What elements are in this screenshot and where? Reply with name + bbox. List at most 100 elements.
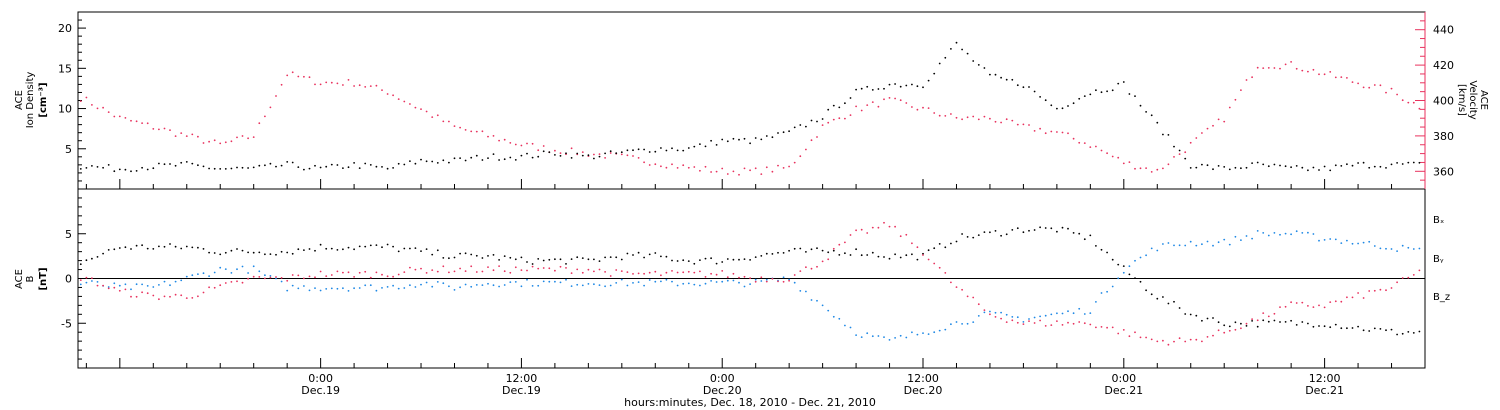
by-point: [191, 274, 194, 277]
bx-point: [503, 255, 506, 257]
bx-point: [1039, 226, 1041, 229]
bz-point: [1122, 329, 1125, 331]
bz-point: [342, 271, 344, 274]
by-point: [1089, 312, 1092, 314]
density-point: [565, 152, 567, 155]
bx-point: [1307, 322, 1309, 325]
bx-point: [1095, 245, 1097, 247]
by-point: [308, 289, 311, 292]
density-point: [676, 149, 679, 152]
bx-point: [264, 253, 266, 256]
bx-point: [1245, 325, 1248, 327]
bx-point: [615, 256, 618, 259]
bz-point: [576, 268, 579, 271]
density-point: [1379, 165, 1382, 168]
velocity-point: [197, 135, 199, 138]
velocity-point: [721, 167, 724, 170]
density-point: [347, 166, 350, 169]
density-point: [1273, 163, 1276, 166]
velocity-point: [682, 164, 685, 167]
bz-point: [548, 267, 551, 270]
bx-point: [1083, 238, 1086, 241]
bx-point: [1329, 326, 1332, 329]
by-point: [79, 283, 82, 286]
by-point: [827, 309, 830, 312]
by-point: [671, 280, 673, 283]
by-point: [1228, 243, 1231, 246]
bx-point: [436, 249, 439, 252]
by-point: [950, 323, 952, 326]
by-point: [1005, 313, 1008, 316]
density-point: [191, 162, 194, 165]
bx-point: [749, 259, 751, 261]
velocity-point: [342, 84, 344, 86]
by-point: [788, 278, 790, 281]
by-point: [715, 281, 718, 283]
bz-point: [498, 265, 500, 267]
velocity-point: [146, 122, 149, 125]
density-point: [899, 85, 902, 88]
bz-point: [922, 254, 924, 256]
density-point: [1206, 164, 1209, 167]
bx-point: [894, 253, 896, 256]
bz-point: [291, 274, 294, 276]
density-point: [1412, 161, 1415, 164]
velocity-point: [1373, 84, 1376, 86]
bz-point: [732, 272, 735, 275]
by-point: [1117, 277, 1120, 280]
bz-point: [1234, 328, 1237, 331]
bz-point: [671, 270, 673, 272]
density-point: [682, 149, 685, 152]
bz-point: [1028, 320, 1030, 322]
density-point: [654, 150, 657, 153]
by-point: [275, 277, 277, 280]
by-point: [905, 336, 908, 339]
density-point: [85, 167, 88, 169]
bz-point: [509, 271, 512, 274]
bx-point: [286, 251, 289, 254]
bx-point: [1089, 234, 1092, 237]
top-right-ylabel: ACE Velocity [km/s]: [1456, 80, 1489, 119]
bz-point: [961, 288, 963, 291]
density-point: [113, 170, 116, 173]
bx-point: [1100, 248, 1103, 251]
velocity-point: [1156, 168, 1159, 171]
bz-point: [1357, 292, 1359, 294]
density-point: [1234, 166, 1237, 169]
bz-point: [185, 297, 188, 299]
density-point: [989, 73, 991, 76]
bx-point: [420, 250, 422, 253]
density-point: [821, 118, 824, 120]
velocity-point: [319, 83, 322, 86]
bz-point: [526, 269, 528, 272]
density-point: [303, 168, 305, 171]
by-point: [977, 315, 980, 317]
bz-point: [247, 277, 250, 280]
velocity-point: [219, 142, 222, 145]
by-point: [1145, 254, 1147, 257]
bz-point: [180, 294, 183, 297]
bz-point: [1401, 277, 1404, 279]
velocity-point: [1195, 137, 1198, 139]
bx-point: [977, 234, 980, 237]
by-point: [916, 333, 919, 336]
bx-point: [442, 257, 445, 259]
bx-point: [827, 251, 830, 254]
by-point: [1167, 242, 1170, 244]
bz-point: [888, 225, 891, 228]
bz-point: [1212, 334, 1214, 337]
bz-point: [420, 267, 422, 270]
bx-point: [643, 256, 645, 259]
density-point: [475, 154, 478, 157]
velocity-point: [1318, 73, 1320, 76]
bz-point: [849, 234, 852, 236]
density-point: [124, 168, 127, 171]
density-point: [1223, 166, 1226, 168]
svg-text:[nT]: [nT]: [38, 267, 49, 290]
velocity-point: [726, 173, 729, 175]
velocity-point: [643, 161, 645, 164]
by-point: [1056, 312, 1058, 315]
velocity-point: [754, 167, 757, 170]
velocity-point: [1134, 167, 1136, 170]
density-point: [169, 163, 171, 165]
